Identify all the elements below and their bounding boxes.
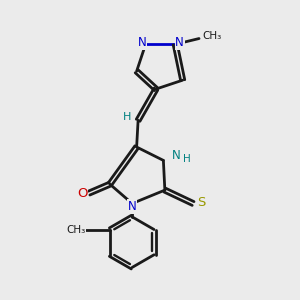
Text: N: N <box>172 149 181 162</box>
Text: N: N <box>128 200 136 213</box>
Text: N: N <box>175 37 184 50</box>
Text: CH₃: CH₃ <box>202 31 221 40</box>
Text: S: S <box>197 196 206 208</box>
Text: N: N <box>138 37 146 50</box>
Text: H: H <box>183 154 190 164</box>
Text: H: H <box>123 112 131 122</box>
Text: O: O <box>77 187 88 200</box>
Text: CH₃: CH₃ <box>67 224 86 235</box>
